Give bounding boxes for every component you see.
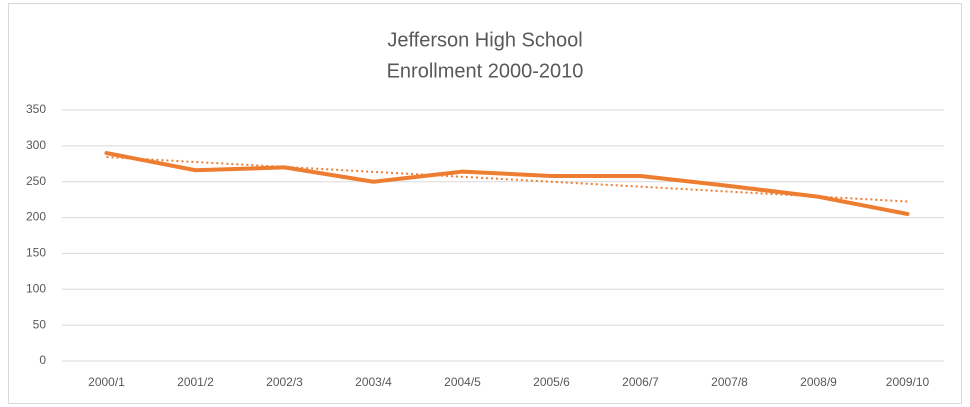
- y-tick-label: 350: [26, 102, 46, 116]
- x-tick-label: 2006/7: [622, 375, 659, 389]
- y-tick-label: 300: [26, 138, 46, 152]
- x-tick-label: 2003/4: [355, 375, 392, 389]
- y-tick-label: 200: [26, 210, 46, 224]
- chart-title: Jefferson High School: [387, 29, 582, 51]
- x-tick-label: 2008/9: [800, 375, 837, 389]
- trendline: [106, 156, 908, 203]
- data-line: [104, 151, 910, 216]
- x-tick-label: 2007/8: [711, 375, 748, 389]
- y-tick-label: 150: [26, 246, 46, 260]
- x-tick-label: 2002/3: [266, 375, 303, 389]
- x-tick-label: 2009/10: [886, 375, 930, 389]
- x-tick-label: 2001/2: [177, 375, 214, 389]
- y-tick-label: 50: [33, 317, 47, 331]
- y-tick-label: 100: [26, 281, 46, 295]
- x-tick-label: 2004/5: [444, 375, 481, 389]
- chart-frame: [8, 3, 962, 404]
- y-tick-label: 0: [39, 353, 46, 367]
- x-tick-label: 2005/6: [533, 375, 570, 389]
- y-tick-label: 250: [26, 174, 46, 188]
- x-tick-label: 2000/1: [88, 375, 125, 389]
- chart-title: Enrollment 2000-2010: [387, 60, 584, 82]
